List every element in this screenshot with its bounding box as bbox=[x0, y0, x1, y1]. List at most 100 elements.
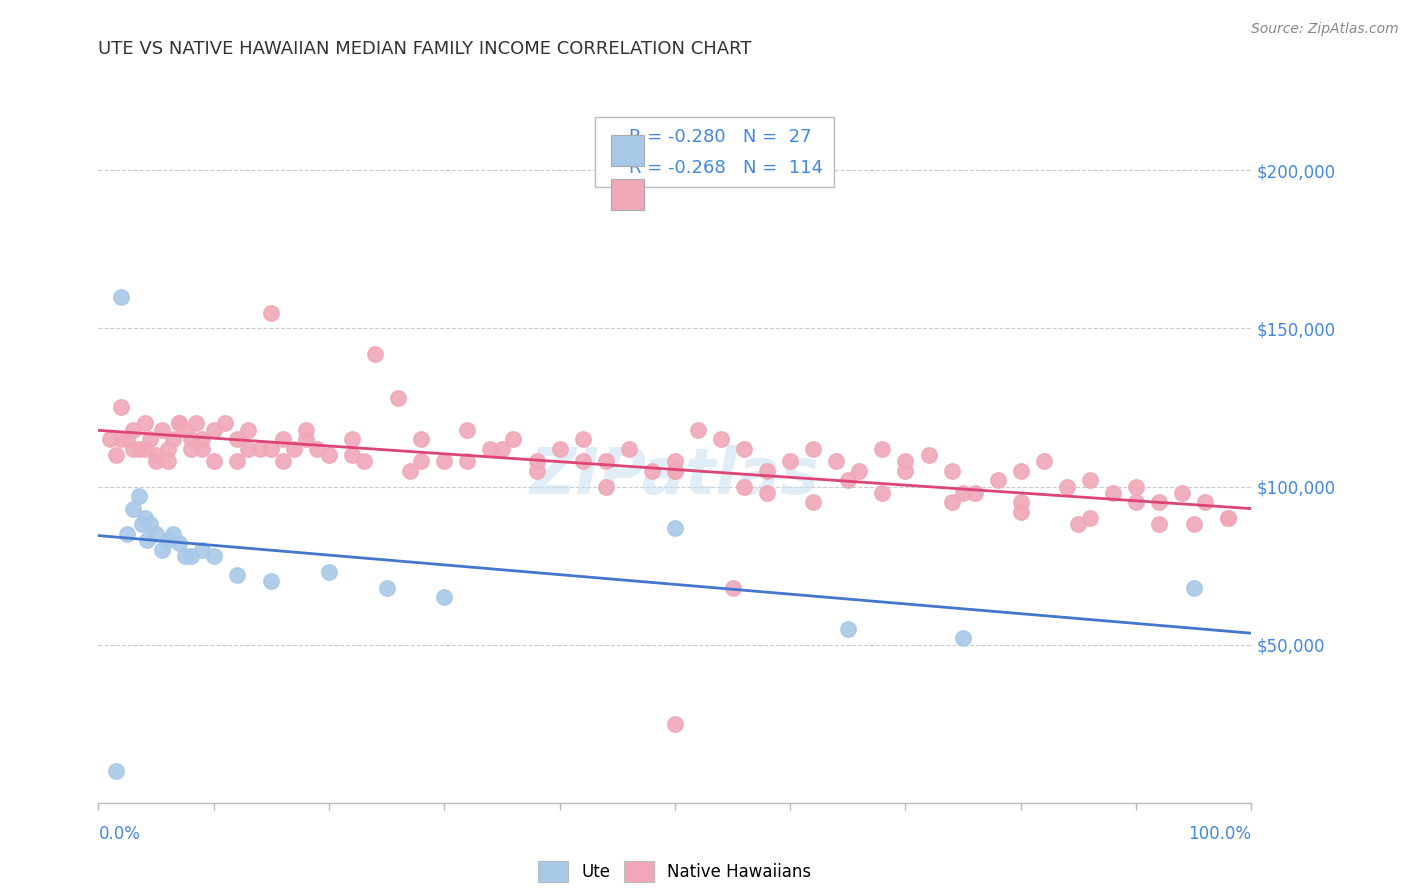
Point bbox=[756, 486, 779, 500]
Point bbox=[664, 716, 686, 731]
Point bbox=[1171, 486, 1194, 500]
Point bbox=[801, 495, 824, 509]
FancyBboxPatch shape bbox=[612, 178, 644, 210]
Point bbox=[963, 486, 986, 500]
Point bbox=[134, 442, 156, 456]
Point bbox=[318, 565, 340, 579]
Point bbox=[131, 517, 153, 532]
Point bbox=[526, 464, 548, 478]
Point bbox=[307, 442, 329, 456]
Point bbox=[571, 454, 593, 468]
FancyBboxPatch shape bbox=[612, 135, 644, 166]
Point bbox=[952, 486, 974, 500]
Point bbox=[1125, 495, 1147, 509]
Point bbox=[595, 479, 617, 493]
Point bbox=[664, 521, 686, 535]
Point bbox=[872, 486, 894, 500]
Point bbox=[617, 442, 640, 456]
Point bbox=[721, 581, 744, 595]
Point bbox=[733, 479, 755, 493]
Point bbox=[433, 591, 456, 605]
Point bbox=[260, 442, 283, 456]
Point bbox=[433, 454, 456, 468]
Point bbox=[1182, 517, 1205, 532]
Point bbox=[340, 432, 363, 446]
Text: Source: ZipAtlas.com: Source: ZipAtlas.com bbox=[1251, 22, 1399, 37]
Point bbox=[1010, 495, 1032, 509]
Point bbox=[225, 454, 247, 468]
Point bbox=[122, 423, 145, 437]
Point bbox=[191, 432, 214, 446]
Point bbox=[260, 305, 283, 319]
Text: UTE VS NATIVE HAWAIIAN MEDIAN FAMILY INCOME CORRELATION CHART: UTE VS NATIVE HAWAIIAN MEDIAN FAMILY INC… bbox=[98, 40, 752, 58]
Point bbox=[1147, 495, 1170, 509]
Point bbox=[779, 454, 801, 468]
Point bbox=[98, 432, 121, 446]
Point bbox=[1182, 581, 1205, 595]
Point bbox=[917, 448, 939, 462]
Point bbox=[756, 464, 779, 478]
Point bbox=[145, 454, 167, 468]
Point bbox=[664, 464, 686, 478]
Point bbox=[1125, 479, 1147, 493]
Point bbox=[894, 454, 917, 468]
Point bbox=[145, 527, 167, 541]
Point bbox=[502, 432, 524, 446]
Legend: Ute, Native Hawaiians: Ute, Native Hawaiians bbox=[531, 855, 818, 888]
Point bbox=[479, 442, 502, 456]
Point bbox=[122, 442, 145, 456]
Point bbox=[202, 454, 225, 468]
Point bbox=[150, 542, 173, 557]
Point bbox=[271, 454, 294, 468]
Point bbox=[1067, 517, 1090, 532]
Point bbox=[283, 442, 305, 456]
Point bbox=[167, 417, 190, 431]
Point bbox=[174, 549, 197, 563]
Point bbox=[894, 464, 917, 478]
Point bbox=[837, 622, 859, 636]
Point bbox=[1218, 511, 1240, 525]
Point bbox=[872, 442, 894, 456]
Point bbox=[686, 423, 709, 437]
Point bbox=[128, 442, 150, 456]
Point bbox=[117, 527, 139, 541]
Point bbox=[710, 432, 733, 446]
Point bbox=[952, 632, 974, 646]
Text: ZIPatlas: ZIPatlas bbox=[530, 445, 820, 507]
Point bbox=[664, 464, 686, 478]
Point bbox=[214, 417, 236, 431]
Point bbox=[364, 347, 387, 361]
Point bbox=[1147, 517, 1170, 532]
Point bbox=[411, 432, 433, 446]
Point bbox=[1218, 511, 1240, 525]
Point bbox=[318, 448, 340, 462]
Point bbox=[526, 454, 548, 468]
Point bbox=[837, 473, 859, 487]
Point bbox=[571, 432, 593, 446]
Point bbox=[139, 432, 162, 446]
Point bbox=[180, 442, 202, 456]
Point bbox=[733, 442, 755, 456]
Point bbox=[191, 442, 214, 456]
Point bbox=[186, 417, 208, 431]
Point bbox=[191, 542, 214, 557]
Point bbox=[150, 423, 173, 437]
Point bbox=[162, 527, 184, 541]
Point bbox=[1102, 486, 1125, 500]
Point bbox=[249, 442, 271, 456]
Point bbox=[122, 501, 145, 516]
Point bbox=[238, 442, 260, 456]
Point bbox=[340, 448, 363, 462]
Point bbox=[225, 432, 247, 446]
Point bbox=[174, 423, 197, 437]
Point bbox=[848, 464, 870, 478]
Point bbox=[1078, 511, 1101, 525]
Point bbox=[180, 432, 202, 446]
Point bbox=[110, 290, 132, 304]
Point bbox=[491, 442, 513, 456]
Point bbox=[260, 574, 283, 589]
Point bbox=[595, 454, 617, 468]
Point bbox=[104, 448, 127, 462]
Point bbox=[271, 432, 294, 446]
Point bbox=[134, 417, 156, 431]
